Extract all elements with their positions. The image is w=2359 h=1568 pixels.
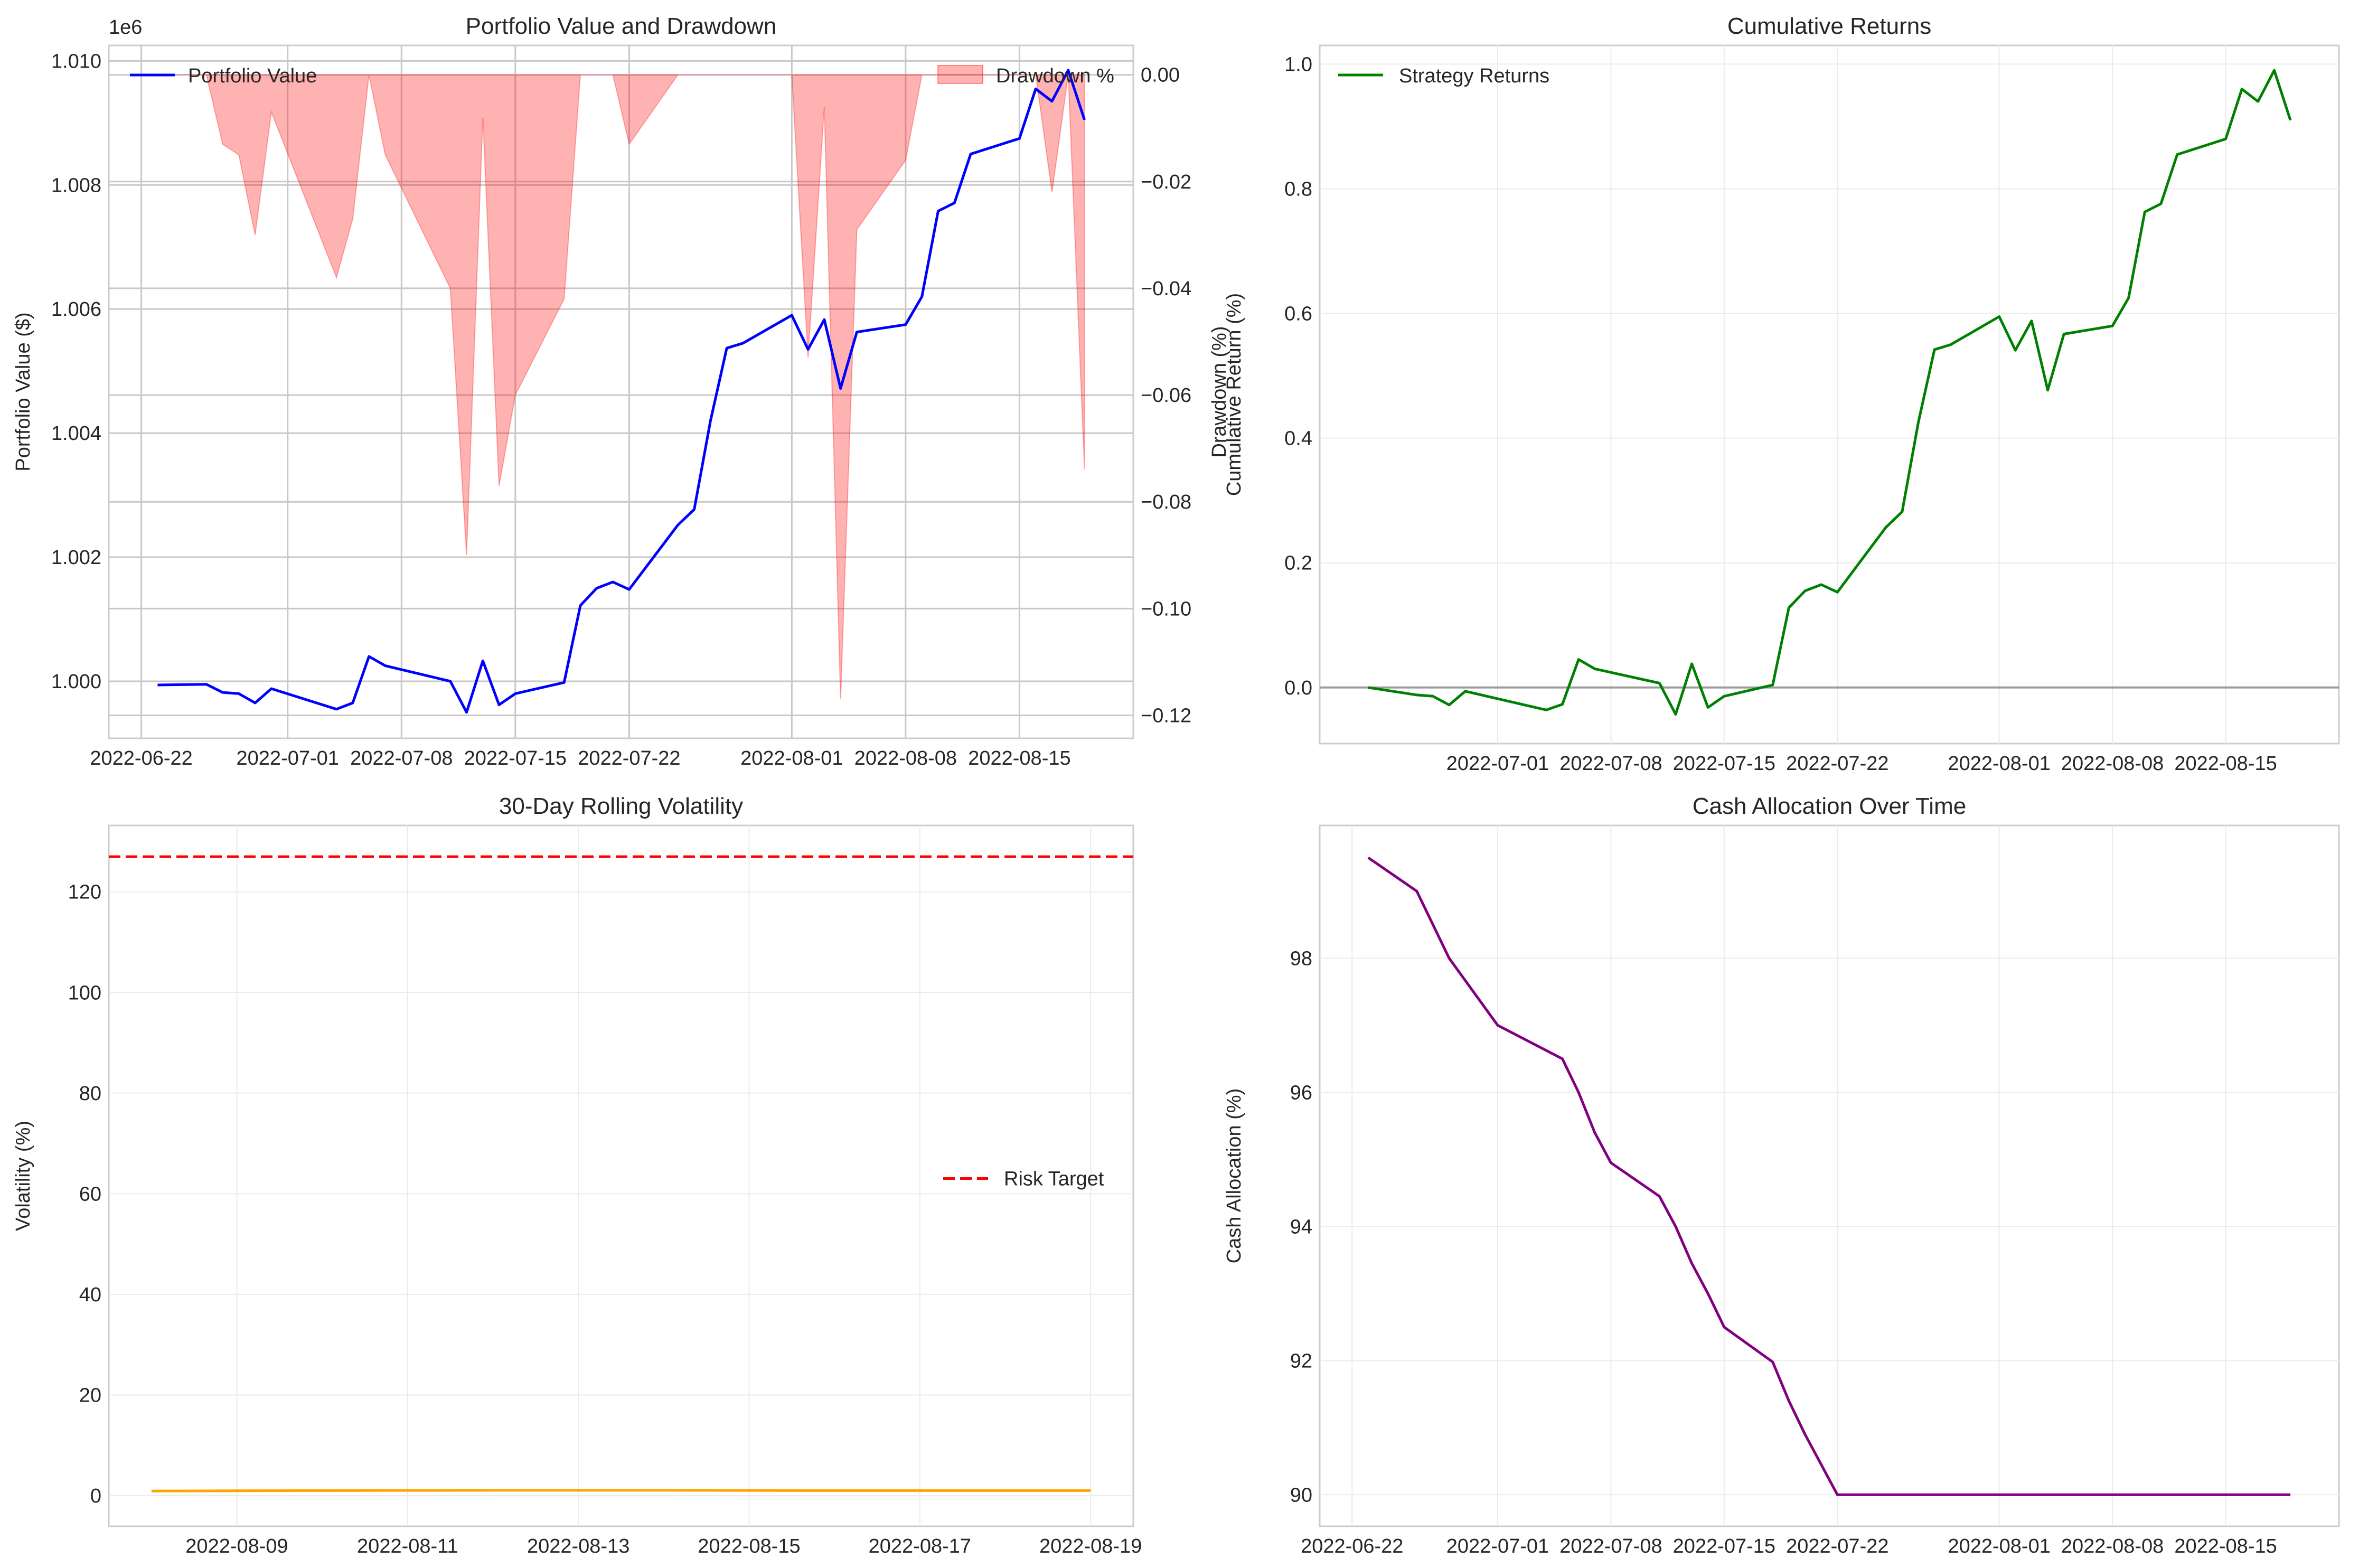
volatility-ytick-label: 20 (79, 1384, 101, 1406)
portfolio-title: Portfolio Value and Drawdown (466, 13, 777, 39)
volatility-xtick-label: 2022-08-09 (185, 1535, 288, 1557)
portfolio-ytick-label: 1.008 (51, 174, 101, 196)
cash-ytick-label: 96 (1290, 1082, 1312, 1104)
legend-drawdown-label: Drawdown % (996, 65, 1114, 87)
cash-ytick-label: 94 (1290, 1216, 1312, 1238)
legend-returns-label: Strategy Returns (1399, 65, 1549, 87)
portfolio-xtick-label: 2022-07-22 (578, 747, 680, 769)
returns-title: Cumulative Returns (1727, 13, 1931, 39)
returns-ytick-label: 0.6 (1284, 303, 1312, 325)
returns-ytick-label: 0.8 (1284, 178, 1312, 200)
cash-ytick-label: 92 (1290, 1350, 1312, 1372)
returns-ytick-label: 0.4 (1284, 428, 1312, 450)
returns-ytick-label: 0.2 (1284, 552, 1312, 575)
returns-xtick-label: 2022-07-01 (1446, 753, 1549, 775)
cash-xtick-label: 2022-08-01 (1948, 1535, 2050, 1557)
portfolio-y2tick-label: −0.12 (1141, 705, 1191, 727)
portfolio-y2tick-label: −0.08 (1141, 491, 1191, 513)
volatility-ytick-label: 120 (68, 881, 101, 904)
cash-ytick-label: 98 (1290, 947, 1312, 970)
returns-xtick-label: 2022-07-22 (1786, 753, 1888, 775)
volatility-ylabel: Volatility (%) (12, 1121, 34, 1231)
volatility-ytick-label: 80 (79, 1083, 101, 1105)
cash-xtick-label: 2022-07-01 (1446, 1535, 1549, 1557)
returns-ytick-label: 1.0 (1284, 53, 1312, 76)
portfolio-xtick-label: 2022-07-15 (464, 747, 567, 769)
returns-xtick-label: 2022-07-08 (1559, 753, 1662, 775)
portfolio-offset-text: 1e6 (109, 16, 142, 39)
volatility-ytick-label: 0 (90, 1485, 101, 1507)
portfolio-y2tick-label: −0.02 (1141, 171, 1191, 193)
cash-ylabel: Cash Allocation (%) (1223, 1088, 1245, 1264)
volatility-ytick-label: 100 (68, 982, 101, 1004)
strategy-returns-line (1368, 69, 2292, 716)
volatility-xtick-label: 2022-08-15 (698, 1535, 800, 1557)
portfolio-y2tick-label: 0.00 (1141, 64, 1180, 87)
portfolio-ytick-label: 1.006 (51, 298, 101, 321)
cash-xtick-label: 2022-07-15 (1673, 1535, 1775, 1557)
portfolio-xtick-label: 2022-07-01 (237, 747, 339, 769)
cash-xtick-label: 2022-07-08 (1559, 1535, 1662, 1557)
drawdown-area (157, 74, 1085, 700)
portfolio-xtick-label: 2022-08-01 (740, 747, 843, 769)
portfolio-y2tick-label: −0.10 (1141, 598, 1191, 620)
volatility-ytick-label: 40 (79, 1284, 101, 1306)
cash-xtick-label: 2022-08-08 (2061, 1535, 2164, 1557)
portfolio-xtick-label: 2022-06-22 (90, 747, 192, 769)
volatility-line (151, 1489, 1091, 1492)
cash-xtick-label: 2022-06-22 (1301, 1535, 1403, 1557)
volatility-xtick-label: 2022-08-17 (869, 1535, 971, 1557)
returns-frame (1319, 44, 2340, 745)
volatility-title: 30-Day Rolling Volatility (499, 793, 743, 819)
portfolio-y2-ylabel: Drawdown (%) (1208, 326, 1230, 457)
cash-xtick-label: 2022-08-15 (2174, 1535, 2277, 1557)
portfolio-xtick-label: 2022-07-08 (350, 747, 453, 769)
cash-frame (1319, 824, 2340, 1527)
portfolio-ytick-label: 1.002 (51, 547, 101, 569)
volatility-xtick-label: 2022-08-11 (357, 1535, 458, 1557)
returns-ytick-label: 0.0 (1284, 677, 1312, 699)
returns-xtick-label: 2022-07-15 (1673, 753, 1775, 775)
cash-allocation-line (1367, 856, 2291, 1496)
portfolio-y2tick-label: −0.04 (1141, 278, 1191, 300)
legend-drawdown-handle (937, 65, 983, 84)
portfolio-ytick-label: 1.010 (51, 50, 101, 72)
portfolio-ytick-label: 1.000 (51, 671, 101, 693)
returns-ylabel: Cumulative Return (%) (1223, 293, 1245, 496)
volatility-ytick-label: 60 (79, 1183, 101, 1205)
portfolio-frame (108, 44, 1134, 739)
legend-portfolio-label: Portfolio Value (188, 65, 317, 87)
cash-ytick-label: 90 (1290, 1484, 1312, 1506)
returns-xtick-label: 2022-08-08 (2061, 753, 2164, 775)
cash-title: Cash Allocation Over Time (1693, 793, 1966, 819)
portfolio-y2tick-label: −0.06 (1141, 384, 1191, 407)
portfolio-ytick-label: 1.004 (51, 422, 101, 445)
legend-risk-target-label: Risk Target (1004, 1168, 1104, 1190)
returns-xtick-label: 2022-08-01 (1948, 753, 2050, 775)
volatility-frame (108, 824, 1134, 1527)
portfolio-ylabel: Portfolio Value ($) (12, 312, 34, 471)
portfolio-xtick-label: 2022-08-08 (854, 747, 957, 769)
volatility-xtick-label: 2022-08-19 (1039, 1535, 1142, 1557)
portfolio-value-line (157, 69, 1086, 714)
returns-xtick-label: 2022-08-15 (2174, 753, 2277, 775)
volatility-xtick-label: 2022-08-13 (527, 1535, 629, 1557)
portfolio-xtick-label: 2022-08-15 (968, 747, 1070, 769)
cash-xtick-label: 2022-07-22 (1786, 1535, 1888, 1557)
